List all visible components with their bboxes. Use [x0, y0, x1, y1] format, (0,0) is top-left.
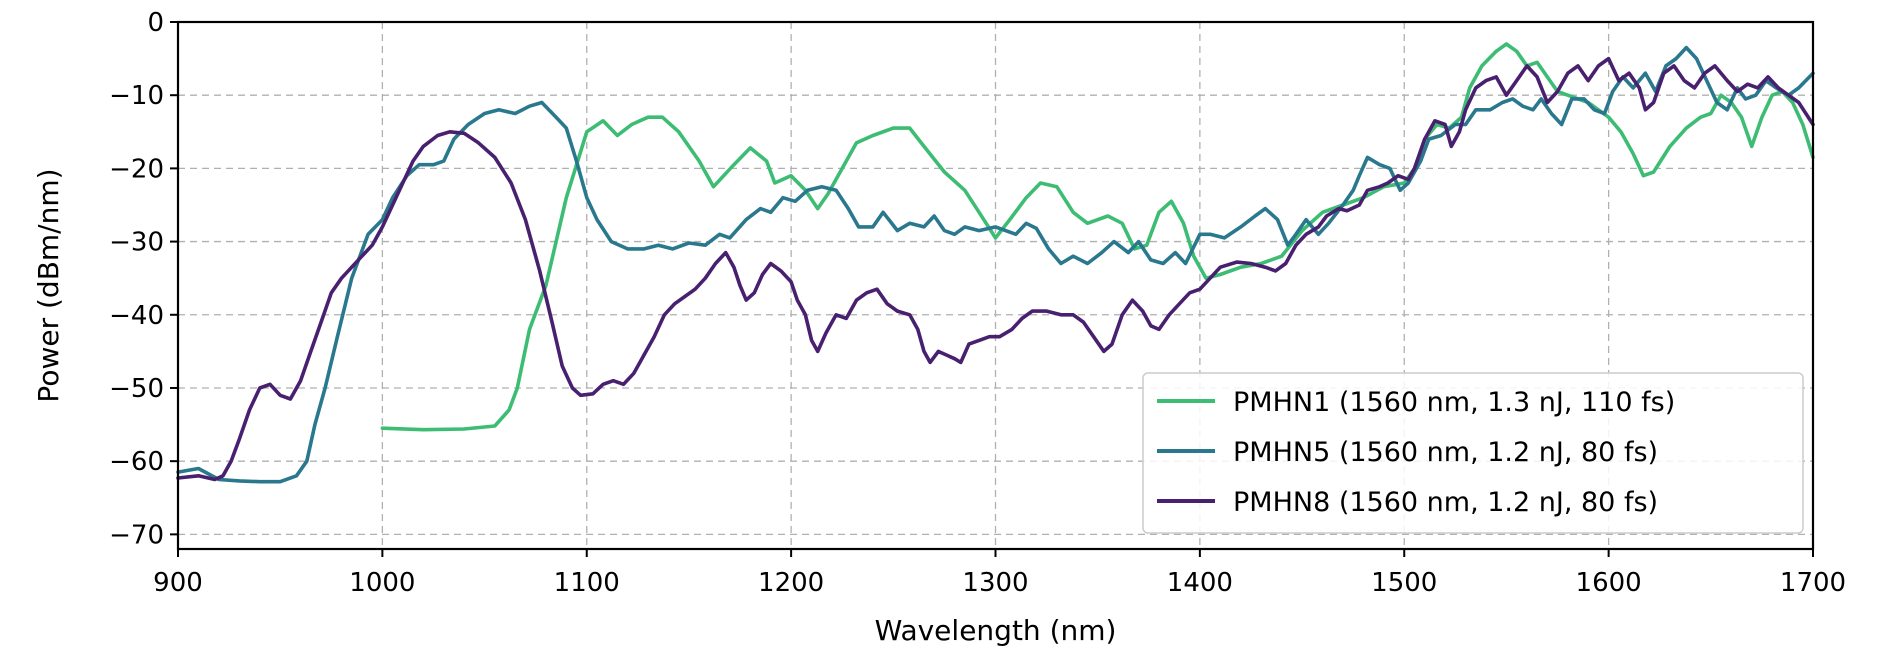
- y-tick-label: −10: [109, 81, 164, 111]
- x-tick-label: 1200: [758, 568, 824, 598]
- x-tick-label: 1500: [1371, 568, 1437, 598]
- x-tick-label: 1000: [349, 568, 415, 598]
- x-tick-label: 1100: [554, 568, 620, 598]
- x-tick-label: 1300: [962, 568, 1028, 598]
- series-line-pmhn8: [176, 56, 1815, 482]
- x-tick-label: 1400: [1167, 568, 1233, 598]
- y-tick-label: 0: [147, 8, 164, 38]
- y-tick-label: −70: [109, 520, 164, 550]
- x-tick-label: 1700: [1780, 568, 1846, 598]
- x-tick-label: 1600: [1576, 568, 1642, 598]
- legend-label-pmhn8: PMHN8 (1560 nm, 1.2 nJ, 80 fs): [1233, 487, 1658, 518]
- x-axis: 900 1000 1100 1200 1300 1400 1500 1600 1700: [153, 549, 1846, 598]
- legend-label-pmhn1: PMHN1 (1560 nm, 1.3 nJ, 110 fs): [1233, 387, 1675, 418]
- y-tick-label: −20: [109, 154, 164, 184]
- x-axis-label: Wavelength (nm): [875, 614, 1117, 647]
- y-tick-label: −40: [109, 301, 164, 331]
- series-line-pmhn1: [380, 42, 1815, 432]
- legend-box: [1142, 372, 1804, 534]
- series-line-pmhn5: [176, 45, 1815, 484]
- y-axis-label: Power (dBm/nm): [32, 168, 65, 402]
- y-tick-label: −60: [109, 447, 164, 477]
- y-tick-label: −30: [109, 228, 164, 258]
- y-axis: 0 −10 −20 −30 −40 −50 −60 −70: [109, 8, 178, 550]
- series-layer: [176, 42, 1815, 484]
- x-tick-label: 900: [153, 568, 203, 598]
- legend: PMHN1 (1560 nm, 1.3 nJ, 110 fs) PMHN5 (1…: [1142, 372, 1804, 534]
- legend-label-pmhn5: PMHN5 (1560 nm, 1.2 nJ, 80 fs): [1233, 437, 1658, 468]
- y-tick-label: −50: [109, 374, 164, 404]
